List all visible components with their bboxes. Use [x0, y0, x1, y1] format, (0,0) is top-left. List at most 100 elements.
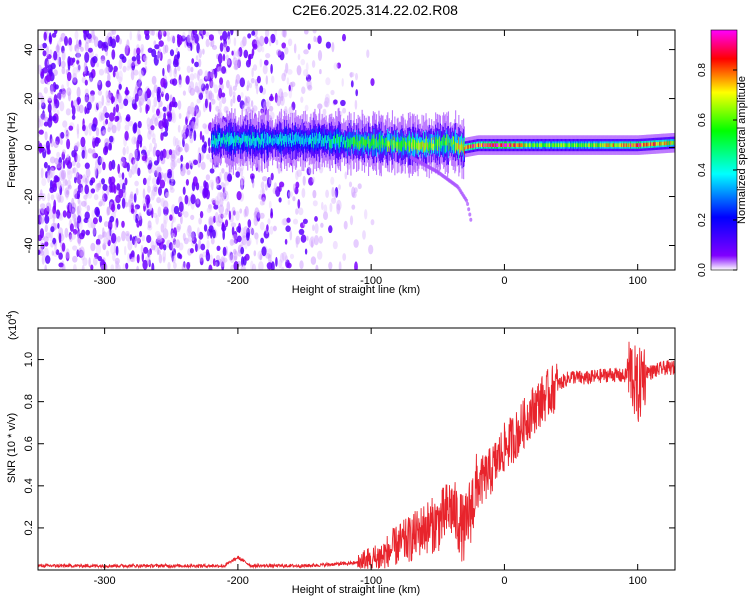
- spectrogram-cell: [611, 143, 613, 147]
- spectrogram-cell: [84, 88, 89, 96]
- spectrogram-cell: [160, 125, 164, 132]
- spectrogram-cell: [526, 143, 528, 147]
- spectrogram-cell: [121, 172, 125, 180]
- spectrogram-cell: [532, 143, 534, 147]
- spectrogram-cell: [183, 261, 186, 268]
- spectrogram-cell: [606, 143, 608, 147]
- spectrogram-cell: [143, 203, 146, 212]
- spectrogram-cell: [578, 143, 580, 147]
- spectrogram-cell: [263, 230, 270, 239]
- spectrogram-cell: [597, 143, 599, 147]
- spectrogram-cell: [230, 222, 237, 228]
- spectrogram-cell: [107, 228, 111, 238]
- spectrogram-cell: [336, 62, 341, 69]
- spectrogram-cell: [46, 45, 49, 56]
- spectrogram-cell: [128, 199, 134, 206]
- spectrogram-cell: [507, 143, 509, 147]
- spectrogram-cell: [636, 143, 638, 147]
- spectrogram-cell: [400, 140, 402, 152]
- spectrogram-cell: [72, 57, 76, 63]
- spectrogram-cell: [60, 169, 67, 180]
- spectrogram-cell: [169, 67, 173, 78]
- spectrogram-cell: [419, 142, 421, 149]
- spectrogram-cell: [319, 69, 322, 75]
- spectrogram-cell: [349, 215, 354, 226]
- spectrogram-cell: [476, 143, 478, 148]
- spectrogram-cell: [612, 143, 614, 147]
- spectrogram-cell: [118, 58, 123, 70]
- spectrogram-cell: [240, 246, 245, 255]
- spectrogram-cell: [515, 143, 517, 147]
- spectrogram-cell: [317, 50, 323, 61]
- spectrogram-cell: [182, 186, 186, 195]
- spectrogram-cell: [568, 143, 570, 147]
- spectrogram-cell: [493, 143, 495, 147]
- spectrogram-cell: [314, 216, 318, 222]
- spectrogram-cell: [193, 72, 198, 79]
- spectrogram-cell: [432, 144, 434, 151]
- spectrogram-cell: [223, 183, 227, 193]
- spectrogram-cell: [134, 150, 141, 162]
- spectrogram-cell: [607, 143, 609, 147]
- spectrogram-cell: [372, 138, 374, 150]
- spectrogram-cell: [96, 102, 99, 111]
- spectrogram-cell: [105, 49, 108, 57]
- spectrogram-cell: [296, 169, 302, 177]
- spectrogram-cell: [425, 138, 427, 150]
- spectrogram-cell: [72, 255, 78, 263]
- spectrogram-cell: [100, 55, 106, 62]
- spectrogram-cell: [269, 225, 274, 235]
- spectrogram-cell: [81, 200, 87, 207]
- spectrogram-cell: [83, 217, 89, 224]
- spectrogram-cell: [136, 47, 141, 56]
- spectrogram-cell: [590, 143, 592, 147]
- spectrogram-cell: [670, 141, 672, 145]
- spectrogram-cell: [655, 142, 657, 146]
- spectrogram-cell: [87, 47, 93, 53]
- spectrogram-cell: [147, 156, 153, 164]
- spectrogram-cell: [52, 105, 57, 113]
- spectrogram-cell: [222, 190, 229, 197]
- spectrogram-cell: [173, 262, 177, 269]
- spectrogram-cell: [237, 133, 239, 140]
- spectrogram-cell: [156, 240, 162, 246]
- spectrogram-cell: [116, 235, 121, 243]
- spectrogram-cell: [201, 135, 205, 143]
- spectrogram-cell: [553, 143, 555, 147]
- spectrogram-cell: [45, 232, 51, 239]
- spectrogram-cell: [133, 48, 136, 59]
- spectrogram-cell: [95, 168, 99, 179]
- spectrogram-cell: [108, 135, 114, 143]
- spectrogram-cell: [94, 206, 100, 216]
- spectrogram-cell: [252, 105, 258, 112]
- spectrogram-cell: [221, 136, 223, 143]
- spectrogram-cell: [324, 93, 330, 104]
- spectrogram-cell: [64, 127, 69, 135]
- spectrogram-cell: [542, 143, 544, 147]
- spectrogram-cell: [114, 93, 120, 102]
- spectrogram-cell: [152, 146, 157, 157]
- spectrogram-cell: [216, 138, 218, 146]
- spectrogram-cell: [224, 135, 226, 143]
- spectrogram-cell: [76, 63, 81, 73]
- spectrogram-cell: [61, 50, 66, 62]
- spectrogram-cell: [163, 30, 167, 37]
- spectrogram-cell: [163, 206, 169, 216]
- spectrogram-cell: [134, 93, 139, 102]
- spectrogram-cell: [534, 143, 536, 147]
- spectrogram-cell: [146, 177, 150, 188]
- spectrogram-cell: [213, 204, 219, 210]
- spectrogram-cell: [167, 64, 171, 73]
- spectrogram-cell: [40, 78, 45, 85]
- spectrogram-cell: [53, 94, 58, 105]
- spectrogram-cell: [285, 225, 291, 232]
- spectrogram-cell: [106, 186, 110, 192]
- spectrogram-cell: [353, 187, 358, 194]
- spectrogram-cell: [184, 39, 187, 48]
- spectrogram-cell: [137, 167, 141, 177]
- figure-title: C2E6.2025.314.22.02.R08: [292, 2, 458, 18]
- x-tick-label: -200: [227, 575, 249, 587]
- spectrogram-cell: [193, 159, 198, 166]
- spectrogram-cell: [97, 182, 102, 188]
- spectrogram-cell: [40, 167, 44, 179]
